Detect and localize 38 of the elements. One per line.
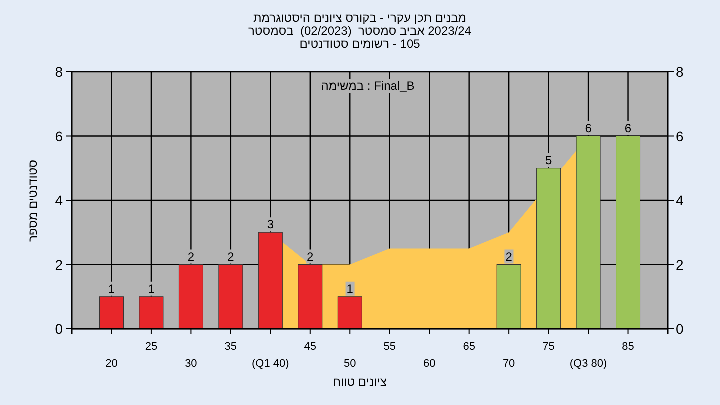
y-tick-label: 4 bbox=[55, 192, 64, 208]
y2-tick-label: 6 bbox=[676, 128, 684, 144]
data-label: 1 bbox=[346, 282, 354, 296]
x-tick-label: 35 bbox=[224, 341, 238, 353]
data-label: 5 bbox=[545, 153, 552, 168]
y-axis-title: מספר סטודנטים bbox=[26, 160, 40, 242]
x-tick-label: 75 bbox=[542, 341, 555, 353]
x-tick-label: 25 bbox=[145, 341, 158, 353]
x-tick-label: 55 bbox=[384, 341, 396, 353]
data-label: 2 bbox=[307, 250, 314, 264]
data-label: 1 bbox=[148, 282, 156, 296]
data-label: 2 bbox=[506, 250, 513, 264]
x-tick-label: 20 bbox=[106, 358, 118, 370]
chart-title: היסטוגרמת ציונים בקורס - עקרי תכן מבנים bbox=[254, 11, 466, 25]
y-tick-label: 6 bbox=[55, 128, 64, 144]
data-label: 2 bbox=[228, 250, 235, 264]
x-tick-label: 65 bbox=[463, 341, 476, 353]
data-label: 6 bbox=[624, 121, 632, 136]
data-label: 1 bbox=[108, 282, 116, 296]
x-tick-label: 45 bbox=[304, 341, 317, 353]
x-tick-label: (Q3 80) bbox=[570, 358, 608, 370]
x-tick-label: 70 bbox=[502, 358, 516, 370]
x-tick-label: 60 bbox=[423, 358, 436, 370]
y2-tick-label: 8 bbox=[676, 64, 684, 80]
x-tick-label: (Q1 40) bbox=[252, 358, 290, 370]
data-label: 3 bbox=[267, 218, 274, 232]
y-tick-label: 2 bbox=[55, 256, 64, 273]
data-label: 2 bbox=[188, 250, 195, 264]
y2-tick-label: 4 bbox=[676, 192, 684, 208]
data-label: 6 bbox=[585, 121, 592, 136]
x-tick-label: 30 bbox=[185, 358, 198, 370]
x-tick-label: 85 bbox=[622, 341, 634, 353]
y2-tick-label: 0 bbox=[676, 321, 684, 337]
x-axis-title: טווח ציונים bbox=[333, 375, 387, 389]
x-tick-label: 50 bbox=[344, 358, 356, 370]
y-tick-label: 8 bbox=[55, 64, 64, 80]
y2-tick-label: 2 bbox=[676, 256, 684, 273]
y-tick-label: 0 bbox=[55, 321, 64, 337]
